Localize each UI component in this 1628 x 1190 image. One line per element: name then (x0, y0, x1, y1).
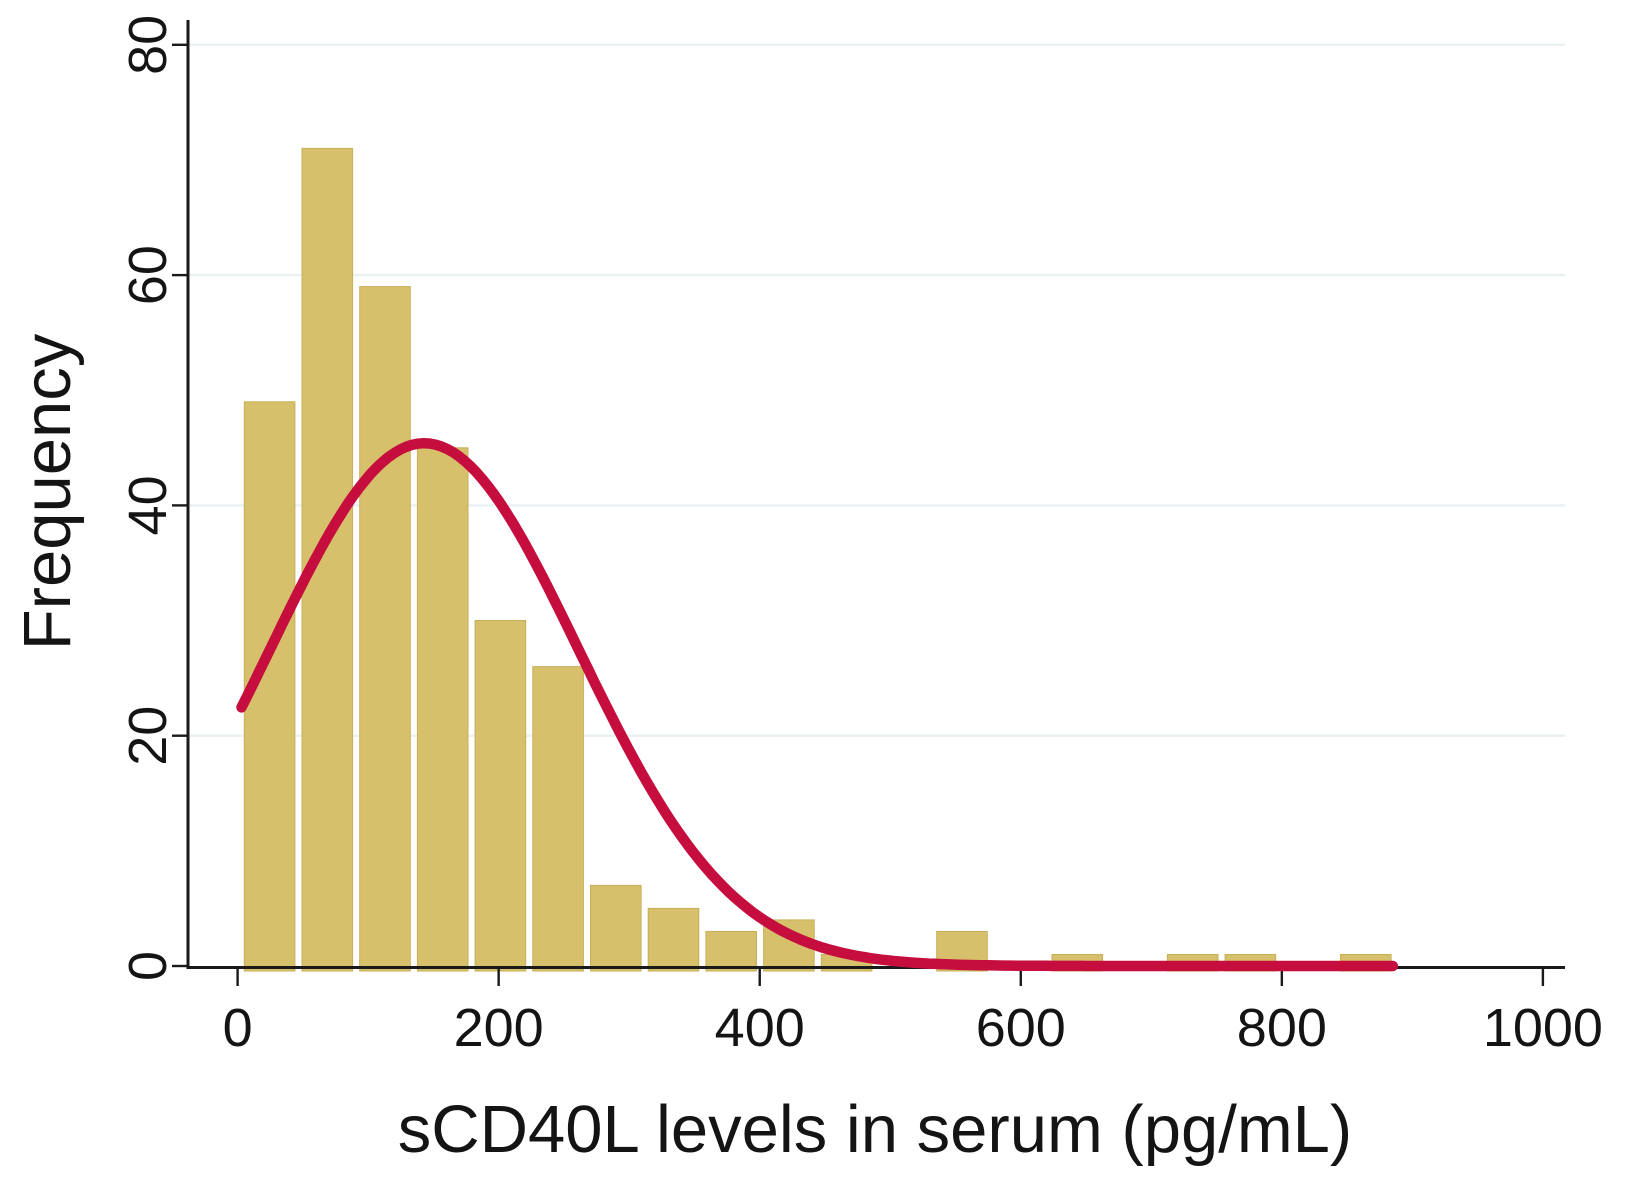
x-tick-label: 200 (454, 998, 544, 1058)
histogram-bar (647, 907, 700, 972)
x-tick-label: 0 (223, 998, 253, 1058)
histogram-bar (474, 620, 527, 972)
axis-ticks (172, 43, 1545, 986)
normal-curve (236, 437, 1399, 972)
x-axis-title: sCD40L levels in serum (pg/mL) (398, 1092, 1352, 1167)
x-tick-label: 1000 (1483, 998, 1603, 1058)
histogram-bar (705, 931, 758, 972)
x-tick-label: 400 (715, 998, 805, 1058)
y-tick-label: 80 (118, 15, 178, 75)
y-tick-label: 0 (118, 951, 178, 981)
histogram-bar (416, 447, 469, 972)
histogram-bar (590, 884, 642, 972)
histogram-bars (243, 147, 1392, 972)
x-tick-label: 600 (976, 998, 1066, 1058)
y-tick-label: 40 (118, 475, 178, 535)
histogram-bar (532, 666, 584, 972)
histogram-bar (359, 286, 411, 972)
x-tick-label: 800 (1237, 998, 1327, 1058)
y-tick-label: 20 (118, 706, 178, 766)
y-axis-title: Frequency (10, 333, 85, 650)
y-tick-label: 60 (118, 245, 178, 305)
